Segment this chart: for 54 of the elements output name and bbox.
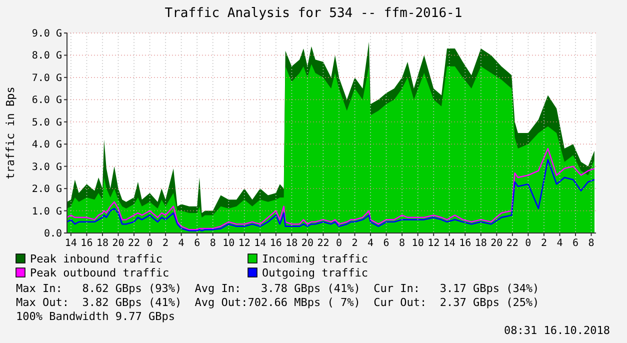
y-axis-title: traffic in Bps — [4, 86, 17, 180]
x-tick-label: 10 — [222, 238, 235, 249]
y-tick-label: 5.0 G — [32, 117, 62, 128]
x-tick-label: 0 — [525, 238, 532, 249]
chart-title: Traffic Analysis for 534 -- ffm-2016-1 — [164, 6, 462, 21]
x-tick-label: 12 — [238, 238, 250, 249]
y-tick-label: 9.0 G — [32, 28, 62, 40]
x-tick-label: 4 — [178, 238, 184, 249]
x-tick-label: 2 — [540, 238, 547, 249]
text: 100% Bandwidth 9.77 GBps — [16, 310, 175, 323]
y-tick-label: 3.0 G — [32, 162, 62, 173]
x-tick-label: 2 — [162, 238, 169, 249]
text: Max Out: 3.82 GBps (41%) Avg Out:702.66 MBps ( 7%) Cur Out: 2.37 GBps (25%) — [16, 296, 540, 309]
x-tick-label: 14 — [254, 238, 266, 249]
x-tick-label: 4 — [556, 238, 563, 249]
y-tick-label: 2.0 G — [32, 184, 62, 196]
x-tick-label: 14 — [64, 238, 77, 249]
x-tick-label: 4 — [368, 238, 374, 249]
x-tick-label: 8 — [588, 238, 594, 249]
x-tick-label: 0 — [146, 238, 153, 249]
x-tick-label: 6 — [383, 238, 390, 249]
x-tick-label: 18 — [474, 238, 487, 249]
legend-label: Outgoing traffic — [262, 266, 368, 280]
x-tick-label: 6 — [194, 238, 200, 249]
x-tick-label: 18 — [96, 238, 108, 249]
legend-label: Peak outbound traffic — [30, 266, 170, 280]
x-tick-label: 8 — [399, 238, 406, 249]
x-tick-label: 16 — [80, 238, 93, 249]
x-tick-label: 12 — [428, 238, 440, 249]
text: Max In: 8.62 GBps (93%) Avg In: 3.78 GBps (41%) Cur In: 3.17 GBps (34%) — [16, 282, 540, 295]
x-tick-label: 0 — [336, 238, 342, 249]
y-tick-label: 1.0 G — [32, 206, 62, 218]
x-tick-label: 16 — [459, 238, 472, 249]
text: 08:31 16.10.2018 — [504, 324, 610, 337]
x-tick-label: 20 — [112, 238, 124, 249]
x-tick-label: 16 — [270, 238, 282, 249]
x-tick-label: 8 — [210, 238, 216, 249]
y-tick-label: 7.0 G — [32, 72, 62, 84]
x-tick-label: 22 — [317, 238, 330, 249]
y-tick-label: 6.0 G — [32, 95, 62, 106]
x-tick-label: 22 — [506, 238, 518, 249]
x-tick-label: 20 — [490, 238, 503, 249]
legend-label: Incoming traffic — [262, 252, 368, 266]
x-tick-label: 14 — [443, 238, 456, 249]
x-tick-label: 10 — [412, 238, 424, 249]
y-tick-label: 4.0 G — [32, 140, 62, 151]
x-tick-label: 22 — [128, 238, 140, 249]
x-tick-label: 2 — [352, 238, 358, 249]
x-tick-label: 18 — [286, 238, 298, 249]
x-tick-label: 6 — [572, 238, 579, 249]
legend-label: Peak inbound traffic — [30, 252, 162, 266]
y-tick-label: 0.0 — [44, 228, 62, 240]
y-tick-label: 8.0 G — [32, 50, 62, 62]
x-tick-label: 20 — [301, 238, 314, 249]
